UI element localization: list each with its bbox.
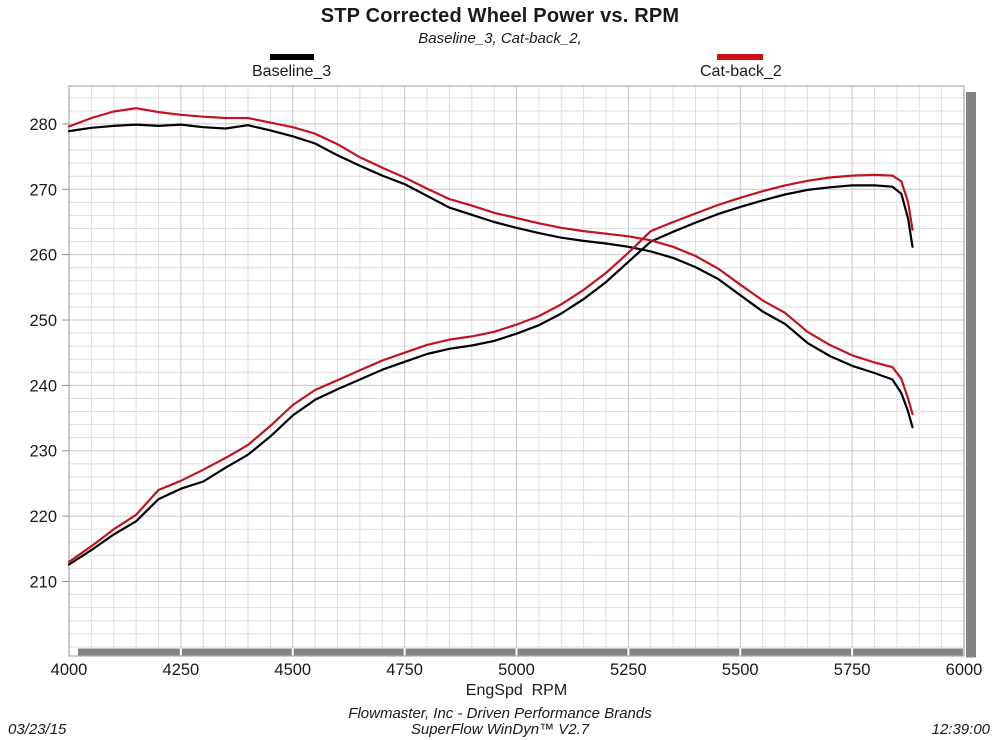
x-tick-label: 5500	[722, 661, 759, 679]
y-tick-label: 230	[29, 443, 57, 461]
legend-item-baseline: Baseline_3	[252, 54, 331, 81]
y-tick-label: 250	[29, 312, 57, 330]
x-scrollbar-notch	[403, 648, 406, 657]
plot-frame	[68, 85, 965, 657]
x-tick-label: 5250	[610, 661, 647, 679]
x-tick-label: 4250	[163, 661, 200, 679]
x-range-scrollbar[interactable]	[78, 648, 963, 657]
y-tick-label: 270	[29, 181, 57, 199]
x-scrollbar-notch	[179, 648, 182, 657]
x-scrollbar-notch	[515, 648, 518, 657]
legend-swatch-black	[270, 54, 314, 60]
legend-item-catback: Cat-back_2	[700, 54, 782, 81]
curve-cat-back-2-power_curve	[67, 173, 914, 564]
x-tick-label: 5000	[498, 661, 535, 679]
legend-swatch-red	[717, 54, 763, 60]
footer-software-line: SuperFlow WinDyn™ V2.7	[410, 721, 590, 738]
x-tick-label: 5750	[834, 661, 871, 679]
x-tick-label: 4500	[274, 661, 311, 679]
x-tick-label: 4000	[51, 661, 88, 679]
curve-cat-back-2-torque_curve	[67, 107, 914, 416]
x-scrollbar-notch	[851, 648, 854, 657]
legend-label-baseline: Baseline_3	[252, 63, 332, 80]
x-scrollbar-notch	[627, 648, 630, 657]
x-scrollbar-notch	[291, 648, 294, 657]
y-range-scrollbar[interactable]	[966, 92, 976, 658]
x-axis-label: EngSpd RPM	[465, 682, 568, 699]
y-tick-label: 280	[29, 116, 57, 134]
y-tick-label: 220	[29, 508, 57, 526]
x-scrollbar-notch	[739, 648, 742, 657]
x-tick-label: 4750	[386, 661, 423, 679]
legend-label-catback: Cat-back_2	[700, 63, 782, 80]
y-tick-label: 260	[29, 247, 57, 265]
chart-subtitle: Baseline_3, Cat-back_2,	[418, 30, 582, 47]
y-tick-label: 210	[29, 573, 57, 591]
footer-time: 12:39:00	[931, 721, 990, 738]
y-tick-label: 240	[29, 377, 57, 395]
footer-company-line: Flowmaster, Inc - Driven Performance Bra…	[348, 705, 652, 722]
page-title: STP Corrected Wheel Power vs. RPM	[320, 5, 680, 27]
curve-baseline-3-power_curve	[67, 184, 914, 566]
curve-baseline-3-torque_curve	[67, 123, 914, 429]
x-tick-label: 6000	[946, 661, 983, 679]
footer-date: 03/23/15	[8, 721, 67, 738]
